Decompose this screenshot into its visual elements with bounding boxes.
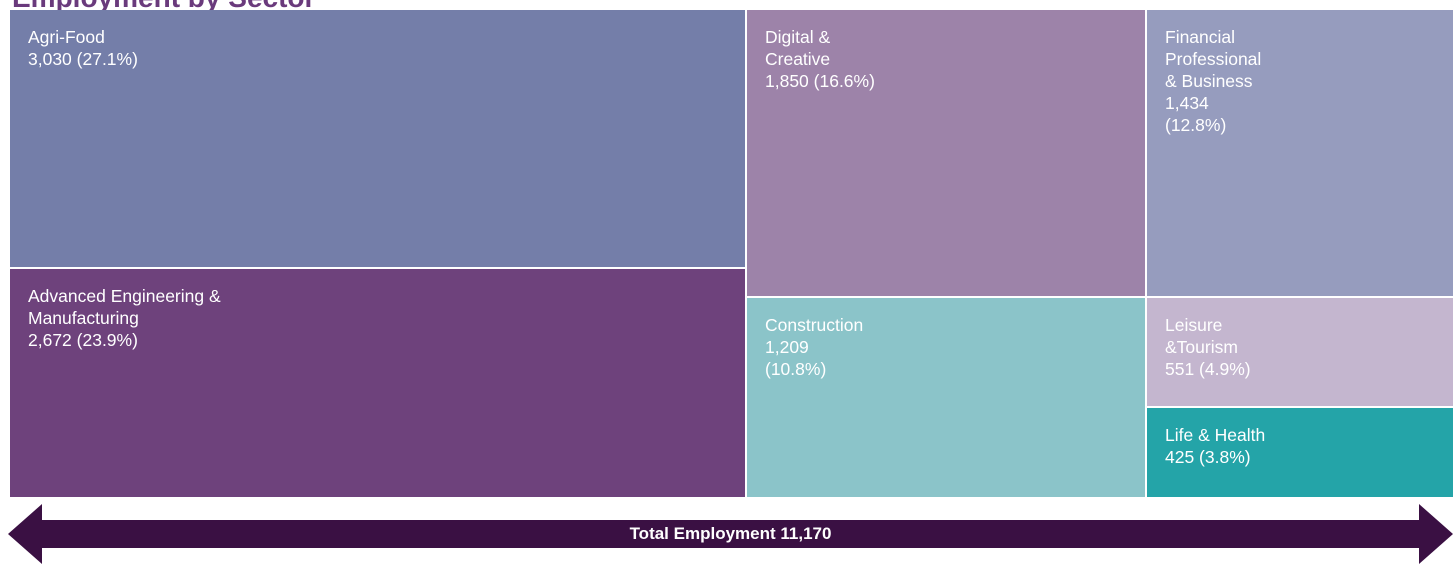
cell-label-digital-creative: Digital & Creative — [765, 27, 831, 69]
treemap-cell-advanced-engineering: Advanced Engineering & Manufacturing 2,6… — [10, 269, 745, 497]
treemap-cell-leisure-tourism: Leisure &Tourism 551 (4.9%) — [1147, 298, 1453, 406]
treemap-cell-agri-food: Agri-Food 3,030 (27.1%) — [10, 10, 745, 267]
cell-label-life-health: Life & Health — [1165, 425, 1266, 445]
treemap-cell-construction: Construction 1,209 (10.8%) — [747, 298, 1145, 497]
cell-label-advanced-engineering: Advanced Engineering & Manufacturing — [28, 286, 221, 328]
treemap-cell-life-health: Life & Health 425 (3.8%) — [1147, 408, 1453, 497]
cell-value-financial: 1,434 (12.8%) — [1165, 93, 1227, 135]
double-arrow-icon — [8, 504, 1453, 564]
total-employment-label: Total Employment 11,170 — [629, 524, 832, 543]
cell-label-agri-food: Agri-Food — [28, 27, 105, 47]
treemap-cell-financial-professional-business: Financial Professional & Business 1,434 … — [1147, 10, 1453, 296]
cell-value-digital-creative: 1,850 (16.6%) — [765, 71, 875, 91]
cell-label-construction: Construction — [765, 315, 864, 335]
cell-value-life-health: 425 (3.8%) — [1165, 447, 1251, 467]
total-employment-arrow: Total Employment 11,170 — [8, 504, 1453, 564]
treemap-cell-digital-creative: Digital & Creative 1,850 (16.6%) — [747, 10, 1145, 296]
cell-label-leisure: Leisure &Tourism — [1165, 315, 1238, 357]
chart-title: Employment by Sector — [12, 0, 315, 14]
cell-value-advanced-engineering: 2,672 (23.9%) — [28, 330, 138, 350]
cell-value-leisure: 551 (4.9%) — [1165, 359, 1251, 379]
cell-value-construction: 1,209 (10.8%) — [765, 337, 827, 379]
cell-label-financial: Financial Professional & Business — [1165, 27, 1262, 91]
cell-value-agri-food: 3,030 (27.1%) — [28, 49, 138, 69]
treemap: Agri-Food 3,030 (27.1%) Advanced Enginee… — [10, 10, 1453, 497]
